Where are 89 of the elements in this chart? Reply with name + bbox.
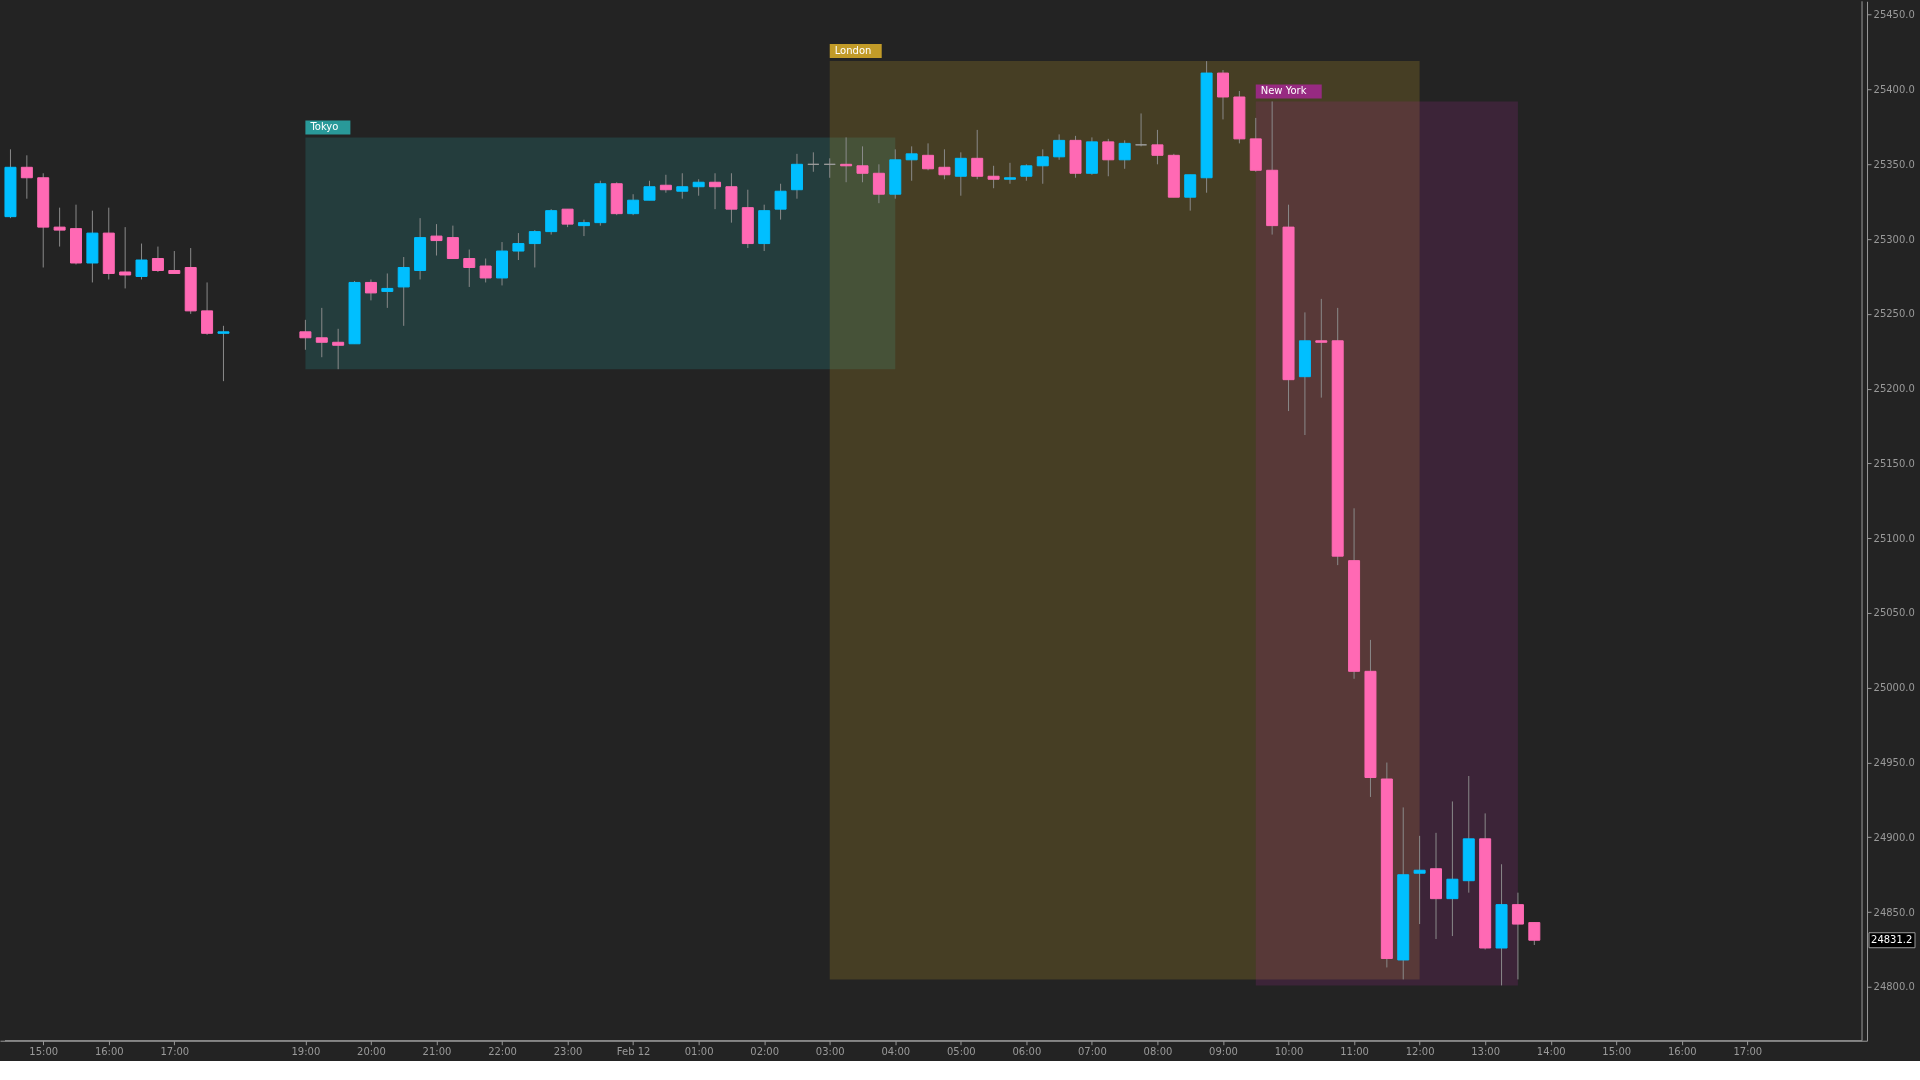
- x-tick-label: 07:00: [1078, 1046, 1107, 1058]
- candlestick: [659, 174, 672, 194]
- x-tick-label: 15:00: [1602, 1046, 1632, 1058]
- candlestick: [1102, 138, 1115, 177]
- x-tick-label: Feb 12: [616, 1046, 651, 1058]
- candlestick: [577, 219, 590, 237]
- candlestick: [1118, 139, 1131, 170]
- y-tick-label: 25350.0: [1873, 158, 1915, 170]
- candlestick: [709, 172, 722, 210]
- x-tick-label: 20:00: [357, 1046, 386, 1058]
- y-tick-label: 25200.0: [1873, 383, 1915, 395]
- x-tick-label: 03:00: [815, 1046, 845, 1058]
- x-tick-label: 17:00: [160, 1046, 190, 1058]
- y-tick-label: 25000.0: [1873, 682, 1915, 694]
- band-label: New York: [1260, 85, 1307, 97]
- text: 24831.2: [1871, 934, 1913, 946]
- candlestick: [807, 151, 820, 173]
- y-tick-label: 25250.0: [1873, 308, 1915, 320]
- candlestick: [315, 307, 328, 358]
- candlestick: [1003, 162, 1016, 185]
- y-tick-label: 25450.0: [1873, 9, 1915, 21]
- y-tick-label: 25100.0: [1873, 532, 1915, 544]
- x-tick-label: 12:00: [1405, 1046, 1435, 1058]
- candlestick: [299, 319, 312, 351]
- x-tick-label: 06:00: [1012, 1046, 1042, 1058]
- y-tick-label: 24950.0: [1873, 757, 1915, 769]
- x-tick-label: 16:00: [94, 1046, 124, 1058]
- candlestick: [1151, 129, 1164, 165]
- y-tick-label: 24850.0: [1873, 906, 1915, 918]
- x-tick-label: 05:00: [946, 1046, 976, 1058]
- candlestick: [856, 145, 869, 183]
- candlestick: [446, 225, 459, 260]
- candlestick: [938, 148, 951, 180]
- x-tick-label: 09:00: [1209, 1046, 1238, 1058]
- candlestick: [676, 172, 689, 200]
- candlestick: [1528, 922, 1541, 946]
- y-tick-label: 25050.0: [1873, 607, 1915, 619]
- x-tick-label: 23:00: [553, 1046, 583, 1058]
- candlestick: [905, 145, 918, 182]
- candlestick: [1036, 148, 1049, 185]
- band-label: London: [834, 45, 872, 57]
- candlestick: [381, 272, 394, 309]
- x-tick-label: 13:00: [1471, 1046, 1501, 1058]
- x-tick-label: 15:00: [29, 1046, 59, 1058]
- candlestick: [512, 232, 525, 261]
- candlestick: [1135, 112, 1148, 147]
- candlestick: [545, 208, 558, 236]
- x-tick-label: 16:00: [1667, 1046, 1697, 1058]
- candlestick: [1053, 133, 1066, 161]
- x-tick-label: 02:00: [750, 1046, 780, 1058]
- y-tick-label: 25150.0: [1873, 457, 1915, 469]
- candlestick: [1315, 298, 1328, 399]
- candlestick: [1511, 892, 1524, 980]
- x-tick-label: 10:00: [1274, 1046, 1304, 1058]
- candlestick: [725, 172, 738, 224]
- y-tick-label: 25300.0: [1873, 233, 1915, 245]
- candlestick: [1184, 174, 1197, 212]
- x-tick-label: 04:00: [881, 1046, 911, 1058]
- candlestick: [954, 151, 967, 197]
- x-tick-label: 17:00: [1733, 1046, 1763, 1058]
- candlestick: [463, 249, 476, 288]
- candlestick: [1446, 800, 1459, 937]
- candlestick: [643, 180, 656, 201]
- candlestick: [774, 183, 787, 221]
- x-tick-label: 14:00: [1536, 1046, 1566, 1058]
- candlestick: [1217, 69, 1229, 120]
- x-tick-label: 19:00: [291, 1046, 321, 1058]
- y-tick-label: 24800.0: [1873, 981, 1915, 993]
- candlestick: [528, 229, 541, 268]
- candlestick: [922, 142, 935, 171]
- candlestick: [971, 129, 984, 180]
- x-tick-label: 11:00: [1340, 1046, 1369, 1058]
- candlestick: [627, 193, 640, 216]
- x-tick-label: 21:00: [422, 1046, 452, 1058]
- candlestick: [823, 157, 836, 179]
- x-tick-label: 08:00: [1143, 1046, 1173, 1058]
- band-label: Tokyo: [309, 121, 339, 133]
- candlestick: [479, 258, 492, 283]
- x-tick-label: 01:00: [684, 1046, 714, 1058]
- candlestick: [397, 256, 410, 327]
- y-tick-label: 25400.0: [1873, 84, 1915, 96]
- x-tick-label: 22:00: [488, 1046, 517, 1058]
- candlestick: [364, 278, 377, 301]
- candlestick: [332, 328, 345, 370]
- y-tick-label: 24900.0: [1873, 831, 1915, 843]
- candlestick: [987, 165, 1000, 189]
- candlestick: [430, 223, 443, 257]
- candlestick: [872, 163, 885, 204]
- candlestick: [1413, 835, 1426, 925]
